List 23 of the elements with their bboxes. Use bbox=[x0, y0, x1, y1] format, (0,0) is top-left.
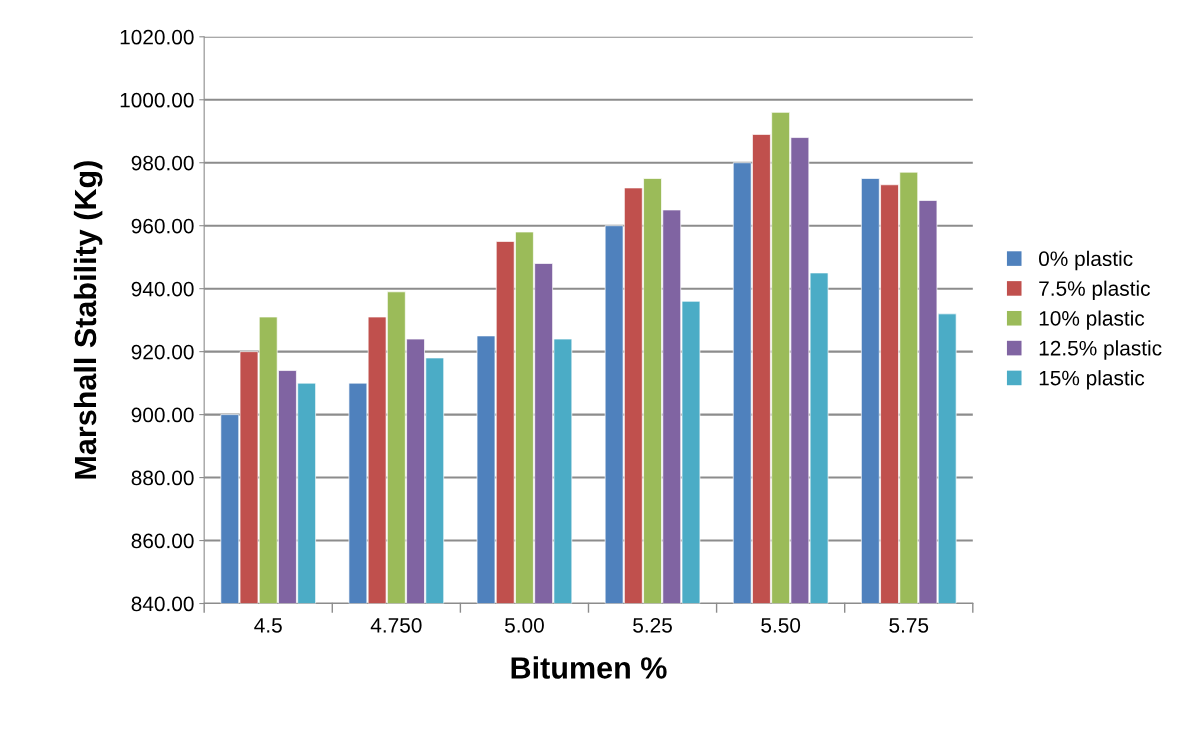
legend-label: 12.5% plastic bbox=[1039, 340, 1162, 360]
x-tick-label: 5.50 bbox=[761, 617, 801, 633]
y-tick-label: 940.00 bbox=[131, 281, 194, 297]
y-tick-label: 920.00 bbox=[131, 344, 194, 360]
x-tick-label: 4.750 bbox=[370, 617, 422, 633]
x-tick-label: 5.75 bbox=[889, 618, 929, 633]
y-tick-label: 860.00 bbox=[131, 533, 194, 549]
legend-label: 0% plastic bbox=[1039, 250, 1133, 271]
y-tick-label: 900.00 bbox=[131, 407, 194, 423]
y-axis-title: Marshall Stability (Kg) bbox=[73, 161, 103, 479]
y-tick-label: 840.00 bbox=[131, 596, 194, 612]
y-tick-label: 1020.00 bbox=[120, 29, 194, 45]
x-tick-label: 4.5 bbox=[254, 618, 282, 633]
x-tick-label: 5.00 bbox=[505, 617, 544, 633]
y-tick-label: 980.00 bbox=[131, 155, 194, 171]
y-tick-label: 960.00 bbox=[131, 218, 194, 234]
x-axis-title: Bitumen % bbox=[511, 656, 667, 679]
x-tick-label: 5.25 bbox=[633, 617, 672, 633]
legend-label: 7.5% plastic bbox=[1039, 280, 1150, 301]
legend-label: 15% plastic bbox=[1039, 370, 1145, 390]
legend-label: 10% plastic bbox=[1039, 310, 1145, 330]
y-tick-label: 1000.00 bbox=[120, 92, 194, 108]
y-tick-label: 880.00 bbox=[131, 470, 194, 486]
